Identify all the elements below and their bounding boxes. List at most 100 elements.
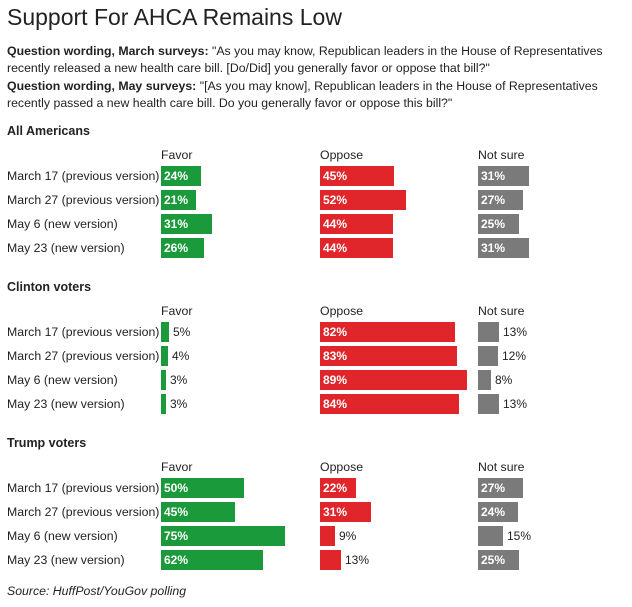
data-label: 45% [164, 505, 189, 519]
data-label: 13% [345, 553, 370, 567]
data-label: 22% [323, 481, 348, 495]
row-label: May 23 (new version) [7, 553, 125, 567]
row-label: May 23 (new version) [7, 397, 125, 411]
bar-not-sure [478, 214, 519, 234]
data-label: 9% [339, 529, 357, 543]
column-header-not-sure: Not sure [478, 148, 525, 162]
data-label: 31% [323, 505, 348, 519]
data-label: 89% [323, 373, 348, 387]
bar-not-sure [478, 238, 529, 258]
row-label: March 27 (previous version) [7, 349, 160, 363]
bar-favor [161, 190, 196, 210]
group-title: All Americans [7, 124, 90, 138]
question-label: Question wording, May surveys: [7, 79, 197, 93]
data-label: 52% [323, 193, 348, 207]
bar-oppose [320, 322, 455, 342]
group-title: Trump voters [7, 436, 87, 450]
data-label: 5% [173, 325, 191, 339]
column-header-favor: Favor [161, 148, 193, 162]
data-label: 12% [502, 349, 527, 363]
bar-oppose [320, 238, 393, 258]
bar-oppose [320, 550, 341, 570]
data-label: 13% [503, 325, 528, 339]
data-label: 27% [481, 193, 506, 207]
data-label: 44% [323, 217, 348, 231]
bar-not-sure [478, 502, 518, 522]
data-label: 25% [481, 217, 506, 231]
row-label: May 6 (new version) [7, 529, 118, 543]
data-label: 24% [481, 505, 506, 519]
row-label: May 6 (new version) [7, 217, 118, 231]
data-label: 4% [172, 349, 190, 363]
data-label: 31% [164, 217, 189, 231]
bar-favor [161, 166, 201, 186]
bar-oppose [320, 214, 393, 234]
data-label: 24% [164, 169, 189, 183]
data-label: 3% [170, 373, 188, 387]
column-header-favor: Favor [161, 460, 193, 474]
data-label: 50% [164, 481, 189, 495]
bar-not-sure [478, 166, 529, 186]
data-label: 75% [164, 529, 189, 543]
chart-title: Support For AHCA Remains Low [7, 4, 342, 30]
bar-favor [161, 394, 166, 414]
row-label: March 17 (previous version) [7, 325, 160, 339]
bar-oppose [320, 370, 467, 390]
row-label: March 17 (previous version) [7, 481, 160, 495]
source-note: Source: HuffPost/YouGov polling [7, 584, 187, 598]
bar-oppose [320, 190, 406, 210]
bar-not-sure [478, 478, 523, 498]
bar-oppose [320, 478, 356, 498]
row-label: May 23 (new version) [7, 241, 125, 255]
data-label: 13% [503, 397, 528, 411]
bar-oppose [320, 526, 335, 546]
data-label: 62% [164, 553, 189, 567]
question-label: Question wording, March surveys: [7, 44, 209, 58]
data-label: 25% [481, 553, 506, 567]
question-text: "As you may know, Republican leaders in … [7, 44, 603, 75]
data-label: 27% [481, 481, 506, 495]
bar-not-sure [478, 322, 499, 342]
question-text: "[As you may know], Republican leaders i… [7, 79, 598, 110]
bar-not-sure [478, 346, 498, 366]
data-label: 31% [481, 169, 506, 183]
bar-not-sure [478, 526, 503, 546]
data-label: 31% [481, 241, 506, 255]
bar-favor [161, 526, 285, 546]
bar-favor [161, 370, 166, 390]
data-label: 26% [164, 241, 189, 255]
bar-not-sure [478, 190, 523, 210]
bar-favor [161, 502, 235, 522]
bar-not-sure [478, 370, 491, 390]
bar-oppose [320, 394, 459, 414]
row-label: May 6 (new version) [7, 373, 118, 387]
data-label: 84% [323, 397, 348, 411]
data-label: 15% [507, 529, 532, 543]
data-label: 21% [164, 193, 189, 207]
column-header-oppose: Oppose [320, 148, 364, 162]
bar-not-sure [478, 394, 499, 414]
row-label: March 27 (previous version) [7, 193, 160, 207]
bar-oppose [320, 166, 394, 186]
data-label: 82% [323, 325, 348, 339]
bar-favor [161, 478, 244, 498]
column-header-favor: Favor [161, 304, 193, 318]
bar-favor [161, 346, 168, 366]
bar-favor [161, 214, 212, 234]
bar-favor [161, 550, 263, 570]
column-header-oppose: Oppose [320, 460, 364, 474]
bar-not-sure [478, 550, 519, 570]
data-label: 8% [495, 373, 513, 387]
row-label: March 27 (previous version) [7, 505, 160, 519]
data-label: 44% [323, 241, 348, 255]
group-title: Clinton voters [7, 280, 92, 294]
data-label: 83% [323, 349, 348, 363]
bar-oppose [320, 346, 457, 366]
column-header-oppose: Oppose [320, 304, 364, 318]
column-header-not-sure: Not sure [478, 460, 525, 474]
column-header-not-sure: Not sure [478, 304, 525, 318]
question-wording-may: Question wording, May surveys: "[As you … [7, 78, 627, 112]
row-label: March 17 (previous version) [7, 169, 160, 183]
bar-oppose [320, 502, 371, 522]
bar-favor [161, 238, 204, 258]
